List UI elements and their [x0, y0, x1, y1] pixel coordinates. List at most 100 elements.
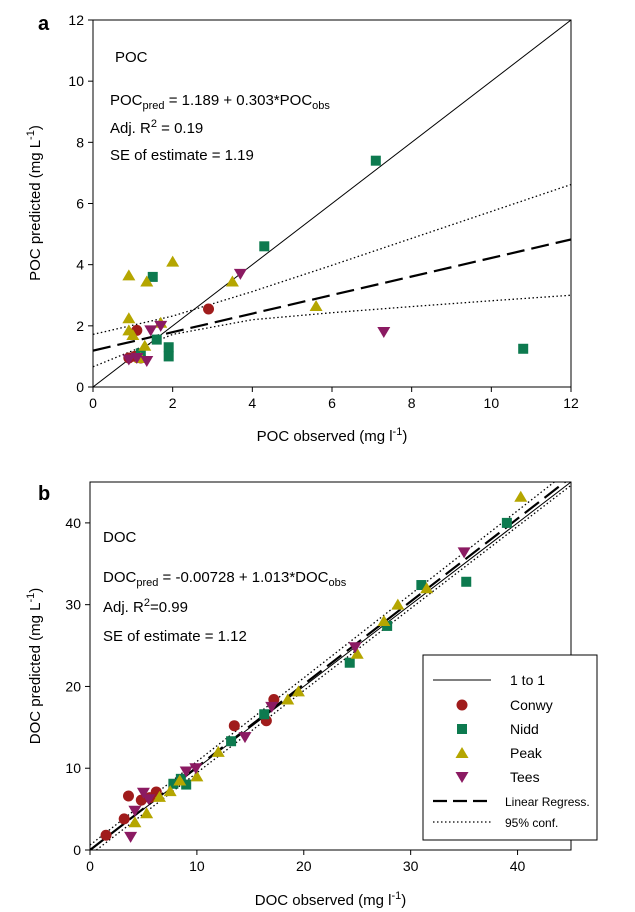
point-peak: [309, 299, 323, 311]
conf-upper-line: [93, 183, 571, 336]
panel-letter: a: [38, 13, 50, 35]
point-nidd: [168, 778, 179, 789]
r-squared-text: Adj. R2 = 0.19: [110, 118, 203, 137]
point-conwy: [122, 790, 134, 802]
y-tick-label: 12: [68, 12, 84, 28]
point-conwy: [100, 829, 112, 841]
panel-b: 0 10 20 30 40 0 10 20 30 40 b DOC DOCpred = -0.00728…: [25, 481, 572, 909]
point-peak: [140, 807, 154, 819]
x-tick-label: 30: [403, 858, 419, 874]
point-peak: [190, 770, 204, 782]
point-peak: [514, 490, 528, 502]
panel-title: POC: [115, 49, 148, 66]
x-tick-label: 4: [248, 395, 256, 411]
point-tees: [136, 787, 150, 799]
y-tick-label: 10: [65, 760, 81, 776]
point-tees: [128, 805, 142, 817]
point-nidd: [461, 576, 472, 587]
point-peak: [225, 275, 239, 287]
point-peak: [166, 255, 180, 267]
point-peak: [126, 329, 140, 341]
point-peak: [122, 312, 136, 324]
y-tick-label: 20: [65, 678, 81, 694]
legend-marker: [457, 724, 467, 734]
point-nidd: [501, 517, 512, 528]
point-tees: [265, 701, 279, 713]
y-tick-label: 0: [76, 379, 84, 395]
point-conwy: [228, 720, 240, 732]
r-squared-text: Adj. R2=0.99: [103, 597, 188, 616]
point-tees: [124, 831, 138, 843]
legend-marker: [456, 699, 468, 711]
point-peak: [138, 339, 152, 351]
point-nidd: [181, 779, 192, 790]
y-tick-label: 6: [76, 196, 84, 212]
y-axis-label: POC predicted (mg L-1): [25, 125, 44, 281]
point-peak: [152, 790, 166, 802]
equation-text: DOCpred = -0.00728 + 1.013*DOCobs: [103, 569, 347, 589]
one-to-one-line: [93, 20, 571, 387]
point-tees: [233, 268, 247, 280]
panel-a: 0 2 4 6 8 10 12 0 2 4 6 8 10 12 a POC POCpred = 1.189 + …: [25, 12, 579, 445]
plot-area: [93, 20, 571, 387]
legend-label: 1 to 1: [510, 672, 545, 688]
regression-line: [93, 238, 571, 352]
y-tick-label: 10: [68, 73, 84, 89]
panel-title: DOC: [103, 529, 137, 546]
point-peak: [291, 685, 305, 697]
point-peak: [140, 275, 154, 287]
point-nidd: [147, 271, 158, 282]
legend-label: Tees: [510, 769, 540, 785]
point-nidd: [518, 343, 529, 354]
y-tick-label: 40: [65, 515, 81, 531]
point-peak: [122, 269, 136, 281]
point-nidd: [344, 657, 355, 668]
point-tees: [144, 325, 158, 337]
legend-label: 95% conf.: [505, 816, 558, 830]
x-tick-label: 20: [296, 858, 312, 874]
y-tick-label: 8: [76, 134, 84, 150]
legend-marker: [455, 772, 469, 783]
point-tees: [238, 732, 252, 744]
y-tick-label: 2: [76, 318, 84, 334]
point-conwy: [203, 303, 215, 315]
legend-label: Nidd: [510, 721, 539, 737]
se-text: SE of estimate = 1.12: [103, 628, 247, 645]
x-tick-label: 2: [169, 395, 177, 411]
x-tick-label: 0: [86, 858, 94, 874]
x-tick-label: 40: [510, 858, 526, 874]
y-tick-label: 4: [76, 257, 84, 273]
point-tees: [140, 356, 154, 368]
equation-text: POCpred = 1.189 + 0.303*POCobs: [110, 92, 330, 112]
se-text: SE of estimate = 1.19: [110, 147, 254, 164]
x-tick-label: 10: [189, 858, 205, 874]
x-axis-label: DOC observed (mg l-1): [255, 890, 407, 909]
point-tees: [142, 794, 156, 806]
legend-box: [422, 654, 598, 841]
point-tees: [154, 320, 168, 332]
point-peak: [163, 785, 177, 797]
point-nidd: [151, 334, 162, 345]
point-peak: [281, 693, 295, 705]
legend-label: Linear Regress.: [505, 795, 590, 809]
point-tees: [348, 642, 362, 654]
point-nidd: [163, 342, 174, 353]
point-peak: [128, 816, 142, 828]
point-peak: [377, 615, 391, 627]
point-tees: [122, 354, 136, 366]
x-tick-label: 8: [408, 395, 416, 411]
x-tick-label: 10: [484, 395, 500, 411]
legend-label: Conwy: [510, 697, 553, 713]
point-conwy: [118, 813, 130, 825]
point-peak: [391, 598, 405, 610]
point-peak: [350, 647, 364, 659]
panel-letter: b: [38, 483, 50, 505]
point-tees: [179, 766, 193, 778]
point-peak: [173, 774, 187, 786]
point-nidd: [259, 241, 270, 252]
point-peak: [211, 745, 225, 757]
point-tees: [189, 763, 203, 775]
point-nidd: [259, 709, 270, 720]
legend: 1 to 1 Conwy Nidd Peak Tees Linear Regress. 95…: [422, 654, 598, 841]
